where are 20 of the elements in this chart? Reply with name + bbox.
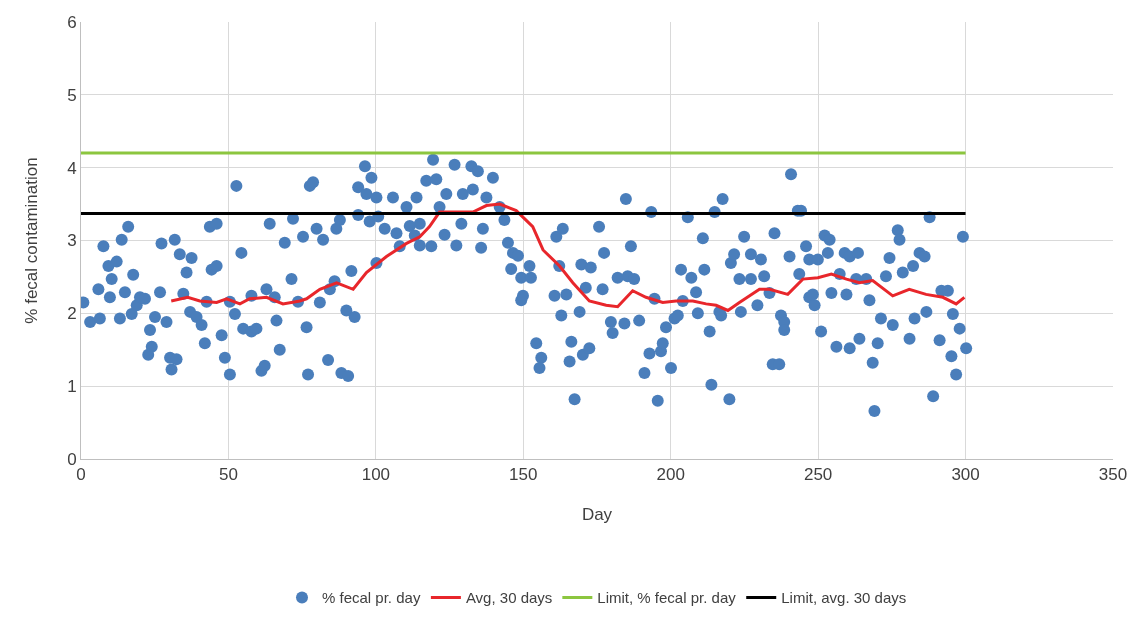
x-tick-label: 300 [951, 465, 980, 485]
y-axis-title: % fecal contamination [22, 157, 41, 324]
legend-label: Limit, % fecal pr. day [597, 589, 737, 607]
y-tick-label: 3 [67, 231, 77, 251]
legend-label: Limit, avg. 30 days [781, 589, 907, 607]
y-tick-label: 5 [67, 85, 77, 105]
y-tick-label: 6 [67, 12, 77, 32]
y-tick-label: 0 [67, 449, 77, 469]
x-tick-label: 100 [361, 465, 391, 485]
y-tick-label: 4 [67, 158, 77, 178]
x-tick-label: 250 [803, 465, 833, 485]
legend-label: % fecal pr. day [322, 589, 421, 607]
y-tick-label: 1 [67, 377, 77, 397]
legend-label: Avg, 30 days [465, 589, 553, 607]
x-tick-label: 50 [218, 465, 238, 485]
x-tick-label: 200 [656, 465, 685, 485]
y-tick-label: 2 [67, 304, 77, 324]
x-axis-title: Day [581, 505, 613, 524]
x-tick-label: 350 [1098, 465, 1128, 485]
x-tick-label: 150 [509, 465, 538, 485]
